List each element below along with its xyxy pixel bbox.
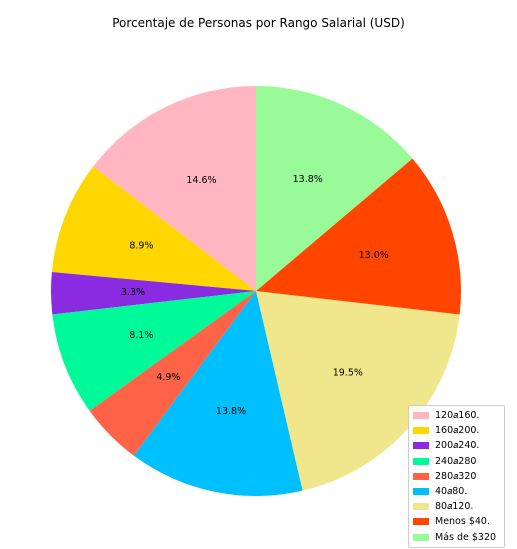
legend-label: 40𝑎80.	[435, 486, 468, 498]
pie-percent-label: 8.1%	[129, 330, 153, 341]
legend-item: Más de $320	[413, 530, 500, 545]
pie-percent-label: 19.5%	[333, 367, 363, 378]
pie-percent-labels: 14.6% 8.9% 3.3% 8.1% 4.9% 13.8% 19.5% 13.0% 13.8…	[121, 174, 389, 417]
legend-swatch	[413, 503, 429, 511]
pie-slice-0	[93, 86, 257, 291]
pie-percent-label: 8.9%	[129, 241, 153, 252]
legend-item: 280𝑎320	[413, 469, 500, 484]
legend-label: 120𝑎160.	[435, 410, 480, 422]
pie-percent-label: 13.0%	[359, 250, 389, 261]
legend-item: Menos $40.	[413, 514, 500, 529]
legend-swatch	[413, 533, 429, 541]
pie-percent-label: 13.8%	[216, 406, 246, 417]
pie-percent-label: 4.9%	[156, 372, 180, 383]
pie-slices	[50, 86, 461, 496]
legend-swatch	[413, 472, 429, 480]
legend-label: 200𝑎240.	[435, 440, 480, 452]
legend-item: 200𝑎240.	[413, 438, 500, 453]
pie-percent-label: 14.6%	[186, 175, 216, 186]
chart-legend: 120𝑎160. 160𝑎200. 200𝑎240. 240𝑎280 280𝑎320 40…	[408, 405, 505, 548]
pie-slice-8	[256, 86, 413, 291]
legend-swatch	[413, 427, 429, 435]
pie-slice-4	[89, 291, 256, 456]
legend-swatch	[413, 518, 429, 526]
legend-label: Más de $320	[435, 531, 497, 543]
legend-item: 80𝑎120.	[413, 499, 500, 514]
chart-title: Porcentaje de Personas por Rango Salaria…	[112, 16, 405, 30]
pie-slice-3	[52, 291, 256, 411]
legend-label: 80𝑎120.	[435, 501, 474, 513]
legend-label: 240𝑎280	[435, 455, 477, 467]
legend-item: 240𝑎280	[413, 454, 500, 469]
legend-swatch	[413, 412, 429, 420]
pie-slice-6	[256, 291, 460, 491]
legend-swatch	[413, 457, 429, 465]
legend-swatch	[413, 442, 429, 450]
pie-slice-2	[50, 272, 256, 315]
pie-slice-7	[256, 158, 461, 315]
pie-slice-5	[133, 291, 303, 496]
legend-label: 280𝑎320	[435, 470, 477, 482]
legend-label: Menos $40.	[435, 516, 490, 528]
legend-swatch	[413, 488, 429, 496]
legend-item: 40𝑎80.	[413, 484, 500, 499]
legend-item: 160𝑎200.	[413, 423, 500, 438]
legend-label: 160𝑎200.	[435, 425, 480, 437]
legend-item: 120𝑎160.	[413, 408, 500, 423]
pie-percent-label: 3.3%	[121, 287, 145, 298]
pie-slice-1	[51, 166, 256, 291]
pie-percent-label: 13.8%	[293, 174, 323, 185]
